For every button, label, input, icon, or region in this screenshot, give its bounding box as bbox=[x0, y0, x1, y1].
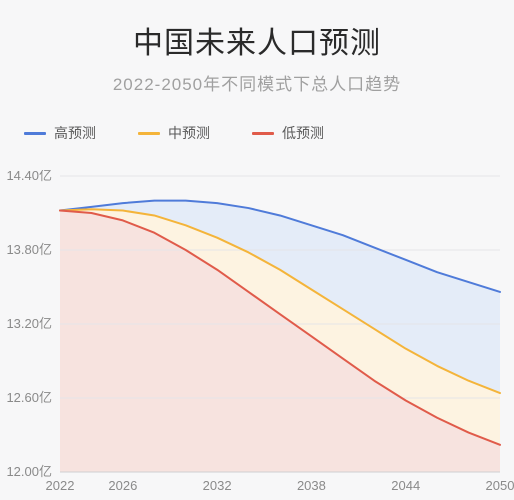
plot-area: 12.00亿 12.60亿 13.20亿 13.80亿 14.40亿 2022 2026 20… bbox=[0, 170, 514, 500]
legend-item-low: 低预测 bbox=[252, 123, 324, 143]
svg-text:13.20亿: 13.20亿 bbox=[6, 316, 52, 331]
chart-title: 中国未来人口预测 bbox=[0, 0, 514, 62]
legend: 高预测 中预测 低预测 bbox=[0, 123, 514, 143]
svg-text:2032: 2032 bbox=[203, 478, 232, 493]
svg-text:2026: 2026 bbox=[108, 478, 137, 493]
svg-text:12.60亿: 12.60亿 bbox=[6, 390, 52, 405]
chart-subtitle: 2022-2050年不同模式下总人口趋势 bbox=[0, 62, 514, 95]
svg-text:13.80亿: 13.80亿 bbox=[6, 242, 52, 257]
legend-swatch-mid bbox=[138, 132, 160, 135]
svg-text:2022: 2022 bbox=[46, 478, 75, 493]
legend-item-mid: 中预测 bbox=[138, 123, 210, 143]
svg-text:2038: 2038 bbox=[297, 478, 326, 493]
legend-swatch-high bbox=[24, 132, 46, 135]
svg-text:2050: 2050 bbox=[486, 478, 514, 493]
legend-label-low: 低预测 bbox=[282, 123, 324, 143]
chart-svg: 12.00亿 12.60亿 13.20亿 13.80亿 14.40亿 2022 2026 20… bbox=[0, 170, 514, 500]
chart-container: 中国未来人口预测 2022-2050年不同模式下总人口趋势 高预测 中预测 低预… bbox=[0, 0, 514, 500]
legend-label-high: 高预测 bbox=[54, 123, 96, 143]
svg-text:12.00亿: 12.00亿 bbox=[6, 464, 52, 479]
svg-text:2044: 2044 bbox=[391, 478, 420, 493]
legend-item-high: 高预测 bbox=[24, 123, 96, 143]
legend-swatch-low bbox=[252, 132, 274, 135]
svg-text:14.40亿: 14.40亿 bbox=[6, 170, 52, 183]
legend-label-mid: 中预测 bbox=[168, 123, 210, 143]
